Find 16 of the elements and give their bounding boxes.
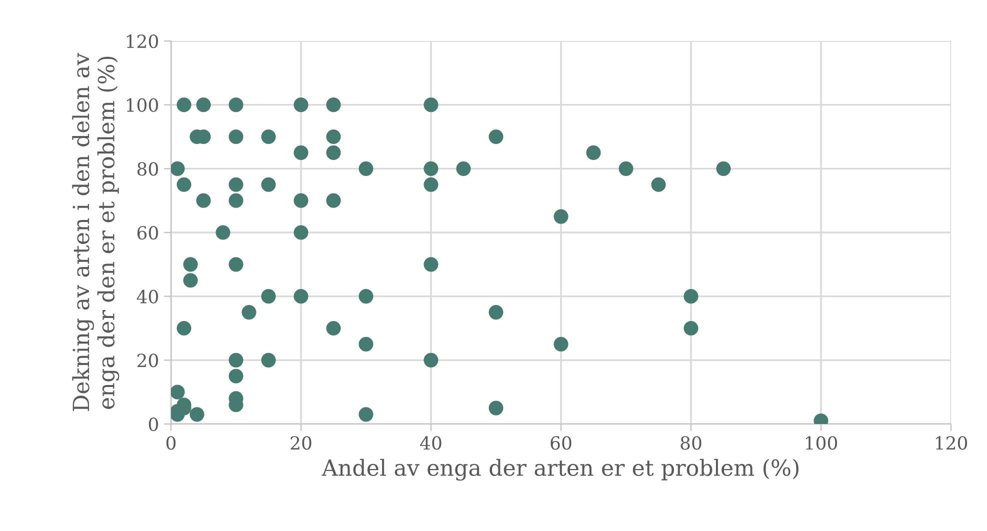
x-tick-label: 60 — [550, 436, 572, 450]
y-tick-label: 20 — [137, 354, 158, 368]
y-axis-title: Dekning av arten i den delen av enga der den er et problem (%) — [72, 52, 120, 411]
x-tick-label: 0 — [166, 436, 176, 450]
x-tick-label: 40 — [420, 436, 442, 450]
y-tick-label: 80 — [137, 162, 158, 176]
y-tick-label: 120 — [126, 34, 158, 48]
y-tick-label: 100 — [126, 98, 158, 112]
x-tick-label: 100 — [806, 436, 838, 450]
y-tick-label: 0 — [148, 417, 158, 432]
x-tick-label: 80 — [680, 436, 702, 450]
y-tick-label: 60 — [137, 226, 158, 240]
y-tick-label: 40 — [136, 290, 158, 304]
x-axis-title: Andel av enga der arten er et problem (%) — [322, 458, 798, 481]
x-tick-label: 20 — [290, 436, 312, 450]
x-tick-label: 120 — [936, 436, 968, 450]
